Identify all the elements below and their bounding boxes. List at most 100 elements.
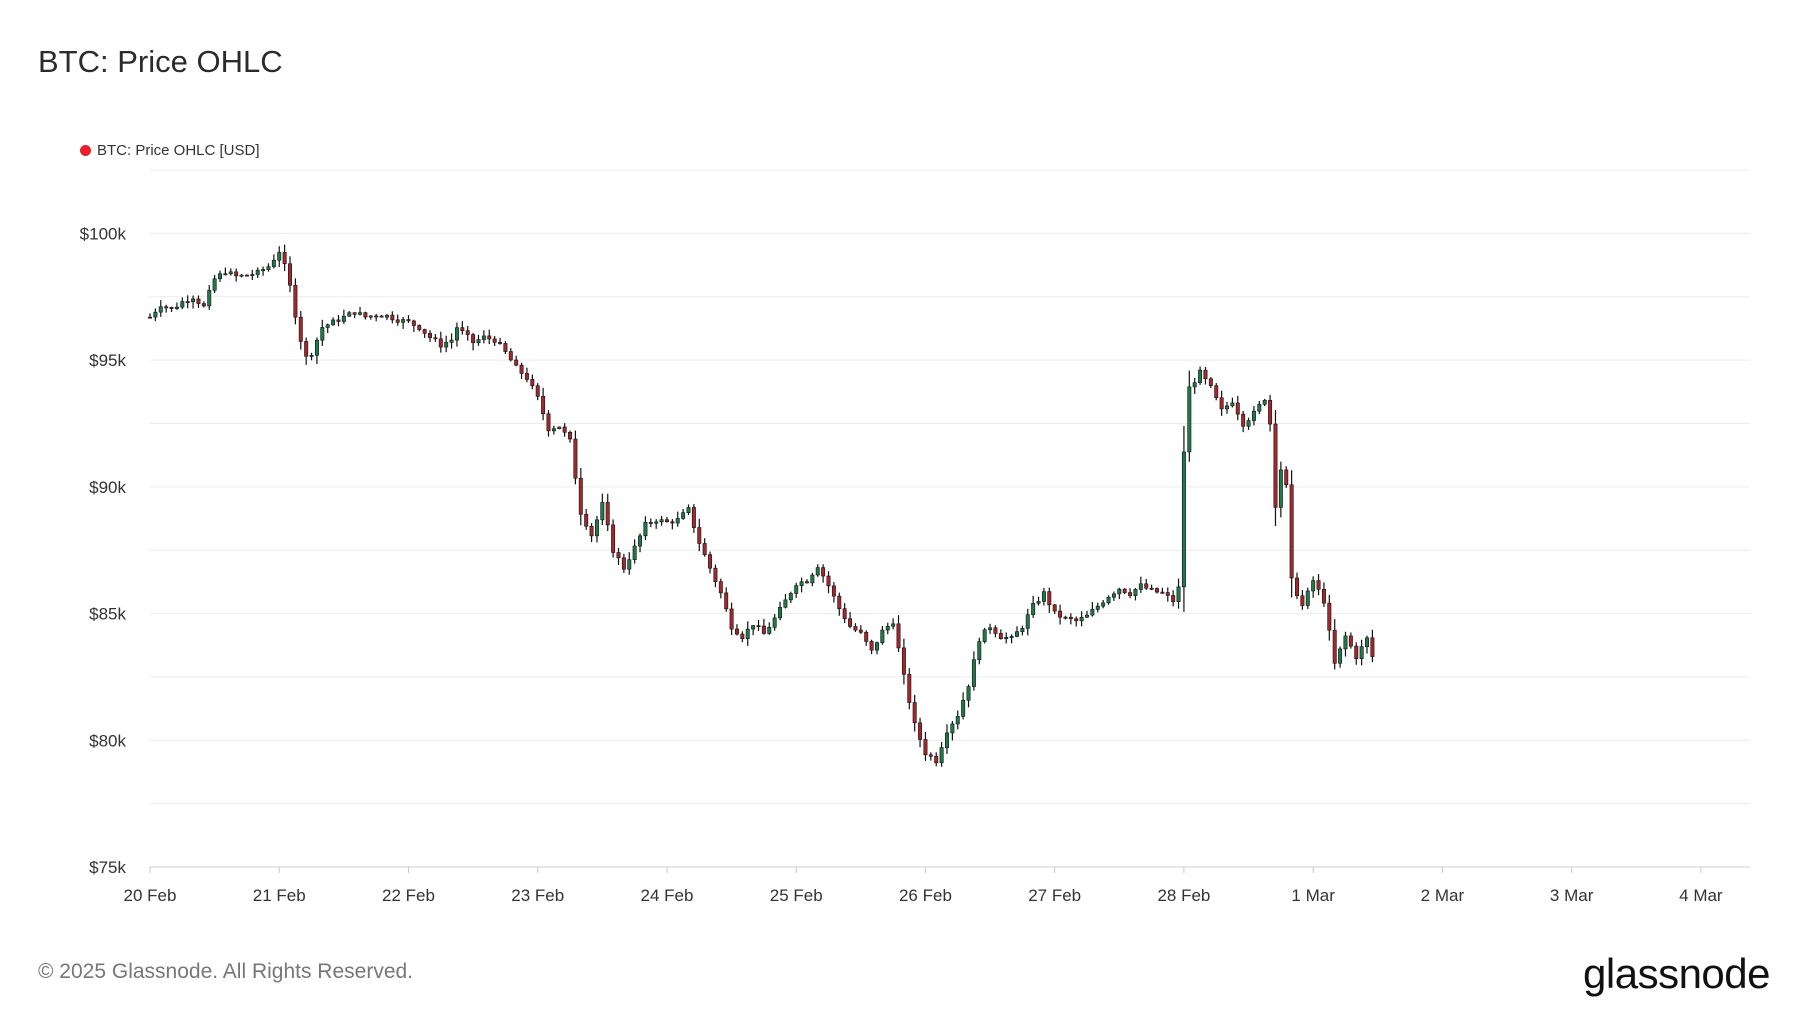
candle-body-down [1128,592,1133,596]
candle [1278,461,1283,518]
candle-body-up [966,686,971,701]
candle [869,639,874,655]
candle [734,624,739,636]
y-tick-label: $75k [89,858,126,877]
candle [971,651,976,691]
candle [519,362,524,380]
candle [708,551,713,574]
candle-body-down [589,525,594,537]
candle-body-down [928,754,933,757]
candle [153,308,158,322]
candle [1155,587,1159,594]
candle [955,710,960,730]
candle-body-up [885,625,890,631]
candle [1284,466,1289,488]
candle [1268,394,1273,432]
candle [1273,410,1278,527]
candle-body-down [1295,577,1299,597]
candle-body-up [454,327,459,341]
candle-body-down [670,521,675,524]
candle [1106,595,1111,605]
candle-body-down [288,263,292,286]
candle-body-down [1160,591,1165,594]
candle [298,310,303,350]
candle-body-down [492,338,497,343]
candle-body-down [907,674,912,703]
candle [1165,587,1170,602]
candle [347,311,352,317]
candle [578,468,583,526]
candle [982,627,987,644]
candle [1354,642,1359,665]
candle [1343,631,1348,657]
candle-body-down [438,338,443,348]
candle [691,504,696,533]
candle-body-up [1311,580,1316,592]
candle [589,523,594,543]
chart-legend[interactable]: BTC: Price OHLC [USD] [80,142,260,159]
candle [530,374,535,390]
candle [1321,582,1326,608]
candle-body-down [648,521,653,524]
candle [481,330,486,344]
candle [600,493,605,525]
candle [1004,632,1009,644]
candle-body-down [826,575,831,587]
candle [681,508,686,520]
candle-body-down [740,633,745,639]
candle [1359,639,1364,666]
candle [675,511,680,527]
candle-body-up [1095,605,1100,610]
candle [594,515,599,543]
candle-body-up [341,315,346,322]
candle-body-up [212,278,217,291]
candle-body-up [1117,588,1122,595]
candle [514,355,519,367]
candle-body-up [481,335,486,340]
candle [191,295,196,309]
candle-body-up [191,298,196,303]
x-tick-label: 1 Mar [1291,886,1335,905]
candle [686,504,691,516]
candle-body-down [417,325,422,330]
candle [1230,397,1235,408]
candle-body-up [659,519,664,523]
candle-body-up [1181,451,1186,588]
candle-body-down [1268,399,1273,425]
candle [810,572,815,587]
candle-body-up [1111,593,1116,598]
candle [767,622,772,635]
candle [1095,602,1100,613]
candle-body-up [325,324,330,328]
candle-body-up [627,559,632,570]
candle-body-up [368,315,373,318]
candle [309,352,314,361]
glassnode-logo[interactable]: glassnode [1583,950,1770,997]
candle-body-down [1284,469,1289,486]
candle-body-down [756,625,761,628]
candle [643,516,648,541]
candle-body-down [293,284,298,318]
candle-body-down [304,341,309,357]
candle-body-down [1052,604,1057,612]
candle [492,335,497,346]
legend-dot-icon [80,145,91,156]
candle [1241,410,1246,433]
candle-body-down [519,364,524,374]
candle-body-down [616,552,621,559]
candle [966,684,971,708]
candle [864,630,869,646]
candle-body-up [1138,583,1143,590]
candle-body-up [1079,616,1084,622]
candle [939,741,944,767]
candle-body-down [546,413,551,432]
candle-body-up [1020,628,1025,632]
candle [778,601,783,621]
candle-body-down [664,519,669,523]
candle-body-down [621,557,626,570]
candle [358,306,362,316]
candle [1208,377,1213,389]
candle [621,553,626,574]
candle [223,267,228,276]
